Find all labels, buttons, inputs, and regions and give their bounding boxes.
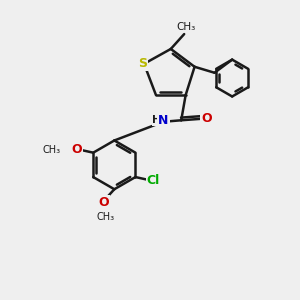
Text: CH₃: CH₃ — [96, 212, 115, 221]
Text: O: O — [99, 196, 109, 209]
Text: O: O — [72, 143, 82, 156]
Text: Cl: Cl — [147, 173, 160, 187]
Text: N: N — [158, 114, 169, 127]
Text: S: S — [138, 57, 147, 70]
Text: CH₃: CH₃ — [42, 145, 61, 155]
Text: CH₃: CH₃ — [176, 22, 195, 32]
Text: H: H — [152, 115, 161, 125]
Text: O: O — [202, 112, 212, 125]
